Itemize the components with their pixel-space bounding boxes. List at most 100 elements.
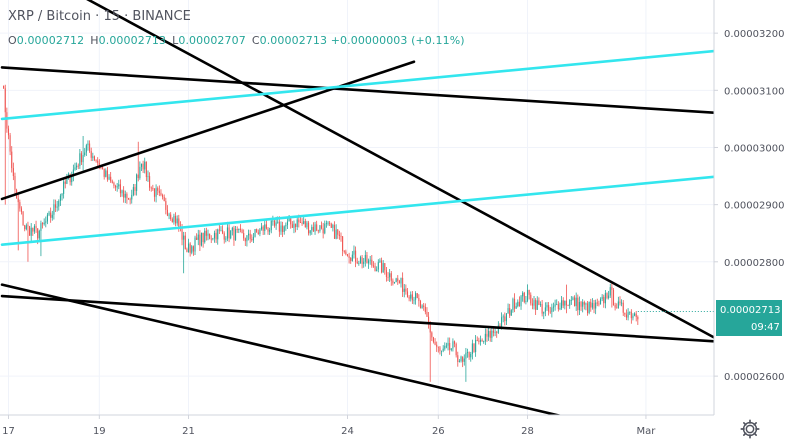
candle-body [525,300,527,303]
candle-body [434,341,436,345]
candle-body [296,219,298,227]
descending-trendline-lower[interactable] [0,283,586,422]
open-value: 0.00002712 [16,34,85,47]
candle-body [622,302,624,313]
candle-body [406,291,409,298]
candle-body [447,342,449,346]
candle-body [235,229,237,241]
high-label: H [90,34,99,47]
candle-body [561,300,563,309]
price-axis[interactable]: 0.00003200 0.00003100 0.00003000 0.00002900… [714,29,784,383]
close-label: C [251,34,260,47]
candle-body [402,277,404,292]
descending-trendline-upper[interactable] [2,0,722,342]
candle-body [617,301,619,308]
candle-body [175,215,177,224]
candle-body [319,225,321,232]
horizontal-trendline-top[interactable] [0,66,722,114]
candle-body [606,293,608,298]
candle-body [361,257,363,264]
candle-body [283,226,285,232]
candle-body [372,265,374,267]
candle-body [452,341,454,349]
candle-body [569,300,571,306]
candle-body [502,316,504,318]
candle-body [303,221,305,224]
candle-body [593,303,595,309]
candle-body [320,225,323,229]
close-value: 0.00002713 [259,34,328,47]
candle-body [337,229,339,235]
candle-body [316,224,318,231]
candle-body [479,339,482,342]
candle-body [93,156,96,160]
candle-body [497,325,499,333]
candle-body [209,233,211,239]
candle-body [601,296,603,300]
candle-body [380,260,383,273]
candle-body [158,190,160,193]
candle-body [108,176,110,180]
candle-body [33,225,35,232]
channel-line-lower[interactable] [0,175,722,246]
candle-body [596,302,598,304]
candle-body [611,287,613,290]
candle-body [488,330,490,337]
candle-body [244,238,246,242]
candle-body [11,151,13,169]
candle-body [330,223,332,228]
candle-body [384,263,386,271]
candle-body [197,234,199,240]
candle-body [166,209,168,216]
candle-body [541,304,543,314]
candle-body [426,311,428,317]
candle-body [76,165,78,168]
ascending-trendline[interactable] [0,60,416,201]
candle-body [19,202,21,209]
candle-body [259,229,261,235]
candle-body [298,219,300,223]
candle-body [585,303,587,305]
candle-body [523,292,525,303]
candle-body [51,214,53,218]
candle-body [251,239,253,241]
price-tick-label: 0.00002600 [724,372,784,383]
candle-body [621,302,623,304]
candle-body [157,188,159,191]
candle-body [46,214,48,222]
candle-body [205,230,207,236]
candle-body [132,187,134,195]
candle-body [484,333,486,342]
candle-body [173,215,175,223]
candle-body [134,187,136,191]
candle-body [223,233,225,240]
candle-body [136,174,138,191]
candle-body [113,182,115,186]
candle-body [102,167,104,169]
candle-body [439,347,441,351]
candle-body [228,227,230,239]
symbol-name[interactable]: XRP / Bitcoin [8,9,92,24]
horizontal-trendline-mid[interactable] [0,294,722,343]
interval-label[interactable]: 15 [103,9,120,24]
channel-line-upper[interactable] [0,49,722,121]
candle-body [583,302,585,305]
candle-body [285,225,287,227]
candle-body [491,330,493,338]
candle-body [280,225,282,232]
candle-body [105,170,107,177]
candle-body [176,218,178,224]
candle-body [236,229,238,230]
candle-body [25,225,27,230]
candle-body [536,300,538,310]
time-axis[interactable]: 17 19 21 24 26 28 Mar [2,415,656,437]
gear-icon[interactable] [739,418,761,440]
price-tick-label: 0.00002900 [724,201,784,212]
open-label: O [8,34,17,47]
candle-body [30,227,32,236]
candle-body [492,330,495,333]
candle-body [431,332,433,338]
candle-body [599,299,602,305]
candle-body [119,184,121,194]
